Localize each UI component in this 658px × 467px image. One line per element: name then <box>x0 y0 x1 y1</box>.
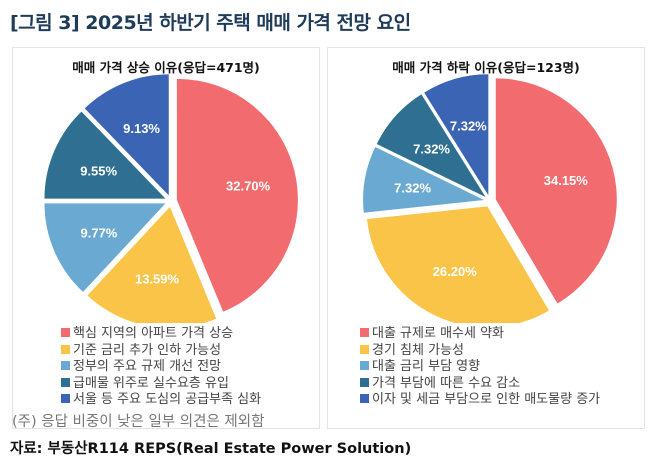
legend-item: 가격 부담에 따른 수요 감소 <box>360 376 600 393</box>
legend-swatch <box>61 344 70 354</box>
chart-title: 매매 가격 상승 이유(응답=471명) <box>72 60 260 75</box>
legend-item: 정부의 주요 규제 개선 전망 <box>61 359 261 376</box>
footnote: (주) 응답 비중이 낮은 일부 의견은 제외함 <box>12 414 265 430</box>
pie-slice <box>176 78 298 312</box>
pie-slice <box>366 206 549 323</box>
rise-reasons-panel: 매매 가격 상승 이유(응답=471명) 32.70% 13.59% 9.77% 9.… <box>12 47 320 429</box>
legend-swatch <box>61 394 70 404</box>
legend-swatch <box>61 361 70 371</box>
data-label: 9.55% <box>80 163 117 178</box>
legend-item: 핵심 지역의 아파트 가격 상승 <box>61 326 261 343</box>
legend-swatch <box>360 377 369 387</box>
legend-label: 정부의 주요 규제 개선 전망 <box>73 359 222 375</box>
legend-label: 급매물 위주로 실수요층 유입 <box>73 375 229 391</box>
pie-slice <box>495 78 617 304</box>
legend-item: 경기 침체 가능성 <box>360 343 600 360</box>
legend-item: 대출 규제로 매수세 약화 <box>360 326 600 343</box>
chart-title: 매매 가격 하락 이유(응답=123명) <box>392 60 580 75</box>
legend-label: 대출 금리 부담 영향 <box>372 359 481 375</box>
legend-label: 가격 부담에 따른 수요 감소 <box>372 375 521 391</box>
data-label: 13.59% <box>135 271 180 286</box>
legend-swatch <box>61 328 70 337</box>
data-label: 9.77% <box>80 225 117 240</box>
data-label: 7.32% <box>413 141 450 156</box>
data-label: 34.15% <box>544 173 589 188</box>
pie-slice <box>424 74 489 196</box>
figure-title: [그림 3] 2025년 하반기 주택 매매 가격 전망 요인 <box>10 12 411 34</box>
legend-swatch <box>360 394 369 404</box>
pie-slice <box>87 206 217 323</box>
fall-reasons-panel: 매매 가격 하락 이유(응답=123명) 34.15% 26.20% 7.32% 7.… <box>327 47 645 429</box>
pie-slice <box>44 203 166 292</box>
rise-pie-chart: 32.70% 13.59% 9.77% 9.55% 9.13% <box>44 74 298 323</box>
legend-label: 경기 침체 가능성 <box>372 342 464 358</box>
legend-item: 서울 등 주요 도심의 공급부족 심화 <box>61 392 261 409</box>
pie-slice <box>363 146 485 213</box>
legend-label: 서울 등 주요 도심의 공급부족 심화 <box>73 392 262 408</box>
legend-swatch <box>360 344 369 354</box>
legend-label: 기준 금리 추가 인하 가능성 <box>73 342 222 358</box>
pie-slice <box>84 74 169 196</box>
data-label: 9.13% <box>123 121 160 136</box>
legend-swatch <box>360 328 369 337</box>
legend-item: 급매물 위주로 실수요층 유입 <box>61 376 261 393</box>
legend-label: 핵심 지역의 아파트 가격 상승 <box>73 326 234 341</box>
pie-slice <box>376 94 486 197</box>
legend-item: 기준 금리 추가 인하 가능성 <box>61 343 261 360</box>
legend: 대출 규제로 매수세 약화 경기 침체 가능성 대출 금리 부담 영향 가격 부담에 … <box>360 326 600 409</box>
data-label: 7.32% <box>394 180 431 195</box>
data-label: 26.20% <box>433 264 478 279</box>
data-label: 7.32% <box>450 118 487 133</box>
data-label: 32.70% <box>226 179 271 194</box>
legend-item: 대출 금리 부담 영향 <box>360 359 600 376</box>
legend: 핵심 지역의 아파트 가격 상승 기준 금리 추가 인하 가능성 정부의 주요 규제… <box>61 326 261 409</box>
legend-item: 이자 및 세금 부담으로 인한 매도물량 증가 <box>360 392 600 409</box>
source: 자료: 부동산R114 REPS(Real Estate Power Solut… <box>10 441 412 457</box>
legend-swatch <box>61 377 70 387</box>
legend-label: 이자 및 세금 부담으로 인한 매도물량 증가 <box>372 392 601 408</box>
legend-swatch <box>360 361 369 371</box>
pie-slice <box>44 111 166 199</box>
legend-label: 대출 규제로 매수세 약화 <box>372 326 504 341</box>
fall-pie-chart: 34.15%26.20%7.32%7.32%7.32% <box>363 74 617 323</box>
